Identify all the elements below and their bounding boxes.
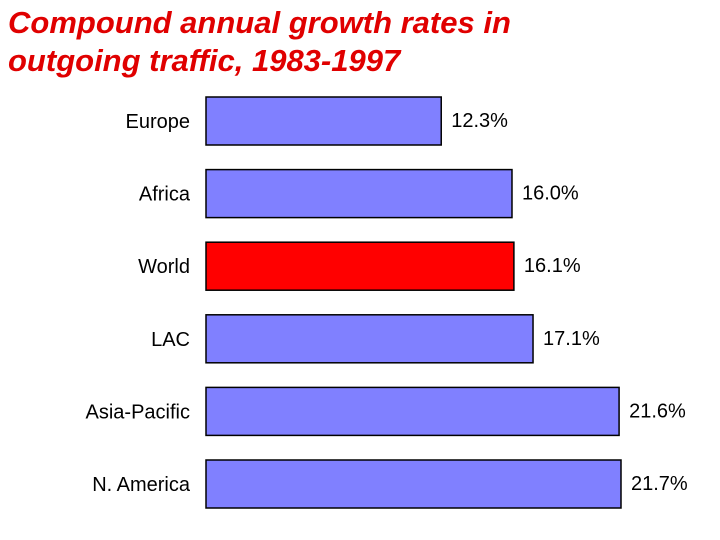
bar-n-america (205, 459, 622, 509)
category-label-europe: Europe (126, 111, 191, 133)
bar-asia-pacific (205, 386, 620, 437)
bar-africa (205, 168, 513, 219)
value-label-n-america: 21.7% (631, 473, 688, 495)
category-label-asia-pacific: Asia-Pacific (86, 401, 190, 423)
chart-title-line-1: Compound annual growth rates in (8, 5, 511, 40)
category-label-lac: LAC (151, 329, 190, 351)
bar-europe (205, 96, 442, 146)
value-label-europe: 12.3% (451, 110, 508, 132)
chart-title-line-2: outgoing traffic, 1983-1997 (8, 43, 401, 78)
bar-lac (205, 314, 534, 364)
category-label-world: World (138, 256, 190, 278)
bar-world (205, 241, 515, 291)
value-label-africa: 16.0% (522, 183, 579, 205)
value-label-asia-pacific: 21.6% (629, 400, 686, 422)
category-label-n-america: N. America (92, 474, 191, 496)
value-label-world: 16.1% (524, 255, 581, 277)
value-label-lac: 17.1% (543, 328, 600, 350)
chart-title: Compound annual growth rates in outgoing… (8, 4, 708, 80)
category-label-africa: Africa (139, 184, 191, 206)
